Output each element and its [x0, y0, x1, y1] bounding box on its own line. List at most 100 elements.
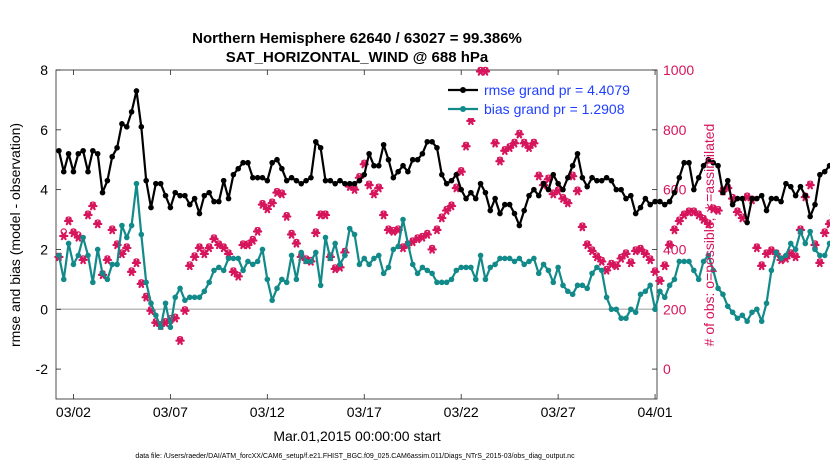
bias-point	[99, 270, 106, 277]
bias-point	[75, 252, 82, 259]
obs-star-stroke	[497, 157, 503, 166]
obs-star-stroke	[283, 212, 290, 221]
bias-point	[579, 282, 586, 289]
bias-point	[802, 240, 809, 247]
bias-point	[773, 249, 780, 256]
rmse-point	[186, 201, 193, 208]
x-tick-label: 03/27	[541, 404, 576, 420]
bias-point	[691, 267, 697, 274]
bias-point	[390, 246, 397, 253]
obs-star-stroke	[395, 225, 402, 235]
obs-assimilated-point	[446, 201, 457, 211]
obs-assimilated-point	[92, 219, 103, 229]
x-tick-label: 03/07	[153, 404, 188, 420]
obs-star-stroke	[278, 189, 285, 199]
obs-star-stroke	[758, 261, 765, 271]
rmse-point	[506, 201, 513, 208]
obs-star-stroke	[821, 228, 828, 238]
obs-star-stroke	[288, 230, 295, 239]
bias-point	[216, 264, 222, 271]
rmse-point	[502, 201, 508, 208]
obs-star-stroke	[206, 243, 213, 253]
rmse-point	[720, 189, 726, 196]
obs-assimilated-point	[432, 225, 442, 235]
bias-point	[681, 258, 687, 265]
obs-star-stroke	[429, 245, 436, 254]
obs-assimilated-point	[88, 201, 98, 211]
bias-point	[201, 288, 208, 295]
rmse-point	[477, 180, 484, 187]
rmse-point	[424, 138, 431, 145]
bias-point	[128, 222, 135, 229]
obs-assimilated-point	[194, 243, 205, 253]
obs-assimilated-point	[83, 210, 93, 220]
bias-point	[94, 246, 101, 253]
obs-assimilated-point	[233, 272, 243, 281]
bias-point	[317, 282, 324, 289]
bias-point	[429, 270, 435, 277]
obs-assimilated-point	[218, 243, 229, 253]
bias-point	[254, 258, 261, 265]
obs-star-stroke	[249, 236, 256, 245]
obs-star-stroke	[104, 255, 111, 265]
bias-point	[245, 258, 251, 265]
obs-assimilated-point	[441, 206, 452, 215]
rmse-point	[763, 207, 770, 214]
obs-star-stroke	[186, 261, 193, 271]
bias-point	[700, 258, 707, 265]
rmse-point	[647, 201, 654, 208]
obs-assimilated-point	[282, 212, 292, 221]
rmse-point	[75, 150, 82, 157]
bias-point	[322, 234, 329, 241]
bias-point	[162, 300, 169, 307]
obs-assimilated-point	[311, 228, 321, 238]
obs-star-stroke	[317, 210, 324, 220]
rmse-point	[414, 156, 421, 163]
obs-star-stroke	[235, 272, 242, 281]
obs-star-stroke	[637, 245, 644, 254]
obs-star-stroke	[380, 210, 387, 220]
bias-point	[618, 315, 624, 322]
rmse-point	[569, 162, 576, 169]
obs-star-stroke	[623, 249, 629, 259]
obs-assimilated-point	[698, 215, 709, 224]
rmse-point	[65, 150, 72, 157]
rmse-point	[608, 177, 615, 184]
bias-point	[90, 279, 96, 286]
rmse-point	[429, 138, 435, 145]
obs-star-stroke	[220, 243, 227, 253]
bias-point	[458, 264, 464, 271]
bias-point	[424, 267, 431, 274]
obs-star-stroke	[676, 216, 683, 226]
rmse-point	[594, 177, 600, 184]
obs-star-stroke	[671, 225, 678, 235]
obs-assimilated-point	[645, 255, 655, 265]
bias-point	[613, 306, 620, 313]
bias-point	[356, 261, 363, 268]
rmse-point	[472, 195, 479, 202]
rmse-point	[773, 195, 780, 202]
chart-title-line1: Northern Hemisphere 62640 / 63027 = 99.3…	[192, 30, 522, 47]
bias-point	[642, 288, 649, 295]
obs-star-stroke	[705, 219, 712, 229]
bias-point	[506, 255, 513, 262]
obs-star-stroke	[177, 336, 183, 345]
obs-star-stroke	[385, 225, 392, 235]
rmse-point	[177, 192, 183, 199]
obs-star-stroke	[351, 185, 358, 194]
y-axis-label-right: # of obs: o=possible; ∗=assimilated	[701, 124, 717, 347]
obs-star-stroke	[94, 219, 101, 229]
obs-star-stroke	[371, 189, 377, 199]
obs-assimilated-point	[567, 171, 578, 181]
bias-point	[540, 261, 547, 268]
obs-assimilated-point	[558, 194, 568, 203]
bias-point	[598, 267, 605, 274]
bias-point	[710, 267, 717, 274]
rmse-point	[191, 195, 198, 202]
bias-point	[797, 228, 804, 235]
obs-assimilated-point	[257, 200, 268, 209]
rmse-point	[657, 198, 663, 205]
rmse-point	[453, 171, 460, 178]
obs-star-stroke	[138, 279, 145, 289]
rmse-point	[206, 189, 212, 196]
